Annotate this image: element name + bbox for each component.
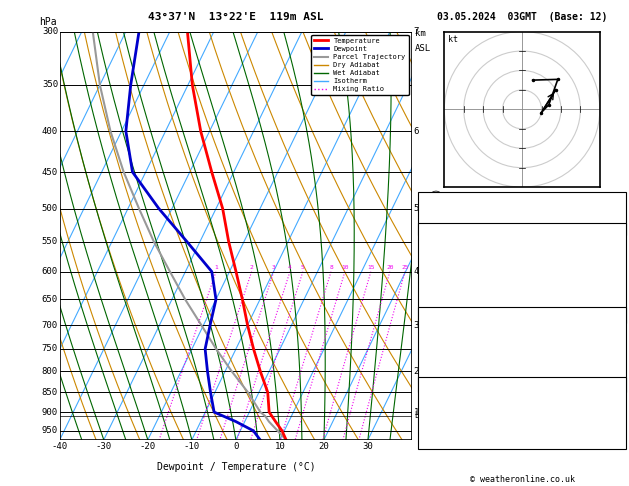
Text: 650: 650 bbox=[42, 295, 58, 304]
Text: 600: 600 bbox=[42, 267, 58, 276]
Text: 400: 400 bbox=[42, 127, 58, 136]
Text: 300: 300 bbox=[42, 27, 58, 36]
Text: Lifted Index: Lifted Index bbox=[423, 348, 488, 357]
Text: Surface: Surface bbox=[503, 226, 541, 235]
Text: 302: 302 bbox=[606, 334, 623, 344]
Text: Temp (°C): Temp (°C) bbox=[423, 238, 472, 246]
Text: 3: 3 bbox=[272, 265, 276, 270]
Text: km: km bbox=[415, 29, 426, 38]
Text: 11.4: 11.4 bbox=[601, 238, 623, 246]
Text: Most Unstable: Most Unstable bbox=[487, 309, 557, 318]
Text: 800: 800 bbox=[42, 367, 58, 376]
Text: Hodograph: Hodograph bbox=[498, 379, 546, 388]
Text: 20: 20 bbox=[318, 442, 330, 451]
Text: 900: 900 bbox=[42, 408, 58, 417]
Text: K: K bbox=[423, 195, 429, 204]
Text: 0: 0 bbox=[617, 306, 623, 314]
Text: CIN (J): CIN (J) bbox=[423, 375, 461, 384]
Text: 1: 1 bbox=[214, 265, 218, 270]
Text: 4: 4 bbox=[414, 267, 419, 276]
Text: 0: 0 bbox=[617, 292, 623, 301]
Text: 700: 700 bbox=[42, 321, 58, 330]
Text: -10: -10 bbox=[184, 442, 200, 451]
Text: 25: 25 bbox=[401, 265, 409, 270]
Text: 7: 7 bbox=[414, 27, 419, 36]
Text: ASL: ASL bbox=[415, 44, 431, 53]
Text: θₑ(K): θₑ(K) bbox=[423, 265, 450, 274]
Text: Dewpoint / Temperature (°C): Dewpoint / Temperature (°C) bbox=[157, 462, 315, 472]
Text: 975: 975 bbox=[606, 321, 623, 330]
Text: 10: 10 bbox=[274, 442, 286, 451]
Text: 50: 50 bbox=[612, 208, 623, 218]
Text: 10: 10 bbox=[612, 195, 623, 204]
Text: 550: 550 bbox=[42, 237, 58, 246]
Text: Pressure (mb): Pressure (mb) bbox=[423, 321, 493, 330]
Text: 2: 2 bbox=[617, 348, 623, 357]
Text: 0: 0 bbox=[617, 375, 623, 384]
Text: 2: 2 bbox=[414, 367, 419, 376]
Text: 950: 950 bbox=[42, 426, 58, 435]
Text: 3: 3 bbox=[617, 278, 623, 287]
Text: 3: 3 bbox=[414, 321, 419, 330]
Text: 750: 750 bbox=[42, 345, 58, 353]
Text: Dewp (°C): Dewp (°C) bbox=[423, 251, 472, 260]
Text: 5.5: 5.5 bbox=[606, 251, 623, 260]
Text: 0: 0 bbox=[233, 442, 238, 451]
Text: 850: 850 bbox=[42, 388, 58, 397]
Text: -5: -5 bbox=[612, 404, 623, 413]
Text: 43°37'N  13°22'E  119m ASL: 43°37'N 13°22'E 119m ASL bbox=[148, 12, 324, 22]
Text: Lifted Index: Lifted Index bbox=[423, 278, 488, 287]
Text: 15: 15 bbox=[367, 265, 375, 270]
Text: 1.09: 1.09 bbox=[601, 222, 623, 231]
Text: hPa: hPa bbox=[39, 17, 57, 27]
Text: PW (cm): PW (cm) bbox=[423, 222, 461, 231]
Text: kt: kt bbox=[448, 35, 458, 45]
Text: 222°: 222° bbox=[601, 418, 623, 427]
Text: 30: 30 bbox=[362, 442, 374, 451]
Text: 500: 500 bbox=[42, 204, 58, 213]
Text: CIN (J): CIN (J) bbox=[423, 306, 461, 314]
Text: 0: 0 bbox=[617, 362, 623, 371]
Text: 6: 6 bbox=[414, 127, 419, 136]
Text: SREH: SREH bbox=[423, 404, 445, 413]
Text: StmSpd (kt): StmSpd (kt) bbox=[423, 432, 482, 440]
Text: 5: 5 bbox=[301, 265, 304, 270]
Legend: Temperature, Dewpoint, Parcel Trajectory, Dry Adiabat, Wet Adiabat, Isotherm, Mi: Temperature, Dewpoint, Parcel Trajectory… bbox=[311, 35, 408, 95]
Text: 4: 4 bbox=[288, 265, 292, 270]
Text: -20: -20 bbox=[140, 442, 156, 451]
Text: 10: 10 bbox=[612, 432, 623, 440]
Text: 1: 1 bbox=[414, 408, 419, 417]
Text: Mixing Ratio (g/kg): Mixing Ratio (g/kg) bbox=[433, 188, 442, 283]
Text: 10: 10 bbox=[341, 265, 348, 270]
Text: 8: 8 bbox=[329, 265, 333, 270]
Text: CAPE (J): CAPE (J) bbox=[423, 362, 466, 371]
Text: -30: -30 bbox=[96, 442, 112, 451]
Text: 450: 450 bbox=[42, 168, 58, 176]
Text: Totals Totals: Totals Totals bbox=[423, 208, 493, 218]
Text: 2: 2 bbox=[250, 265, 253, 270]
Text: LCL: LCL bbox=[414, 412, 428, 420]
Text: EH: EH bbox=[423, 391, 434, 399]
Text: 20: 20 bbox=[386, 265, 394, 270]
Text: -40: -40 bbox=[52, 442, 68, 451]
Text: -6: -6 bbox=[612, 391, 623, 399]
Text: θₑ (K): θₑ (K) bbox=[423, 334, 455, 344]
Text: CAPE (J): CAPE (J) bbox=[423, 292, 466, 301]
Text: StmDir: StmDir bbox=[423, 418, 455, 427]
Text: © weatheronline.co.uk: © weatheronline.co.uk bbox=[470, 474, 574, 484]
Text: 03.05.2024  03GMT  (Base: 12): 03.05.2024 03GMT (Base: 12) bbox=[437, 12, 607, 22]
Text: 5: 5 bbox=[414, 204, 419, 213]
Text: 300: 300 bbox=[606, 265, 623, 274]
Text: 350: 350 bbox=[42, 81, 58, 89]
